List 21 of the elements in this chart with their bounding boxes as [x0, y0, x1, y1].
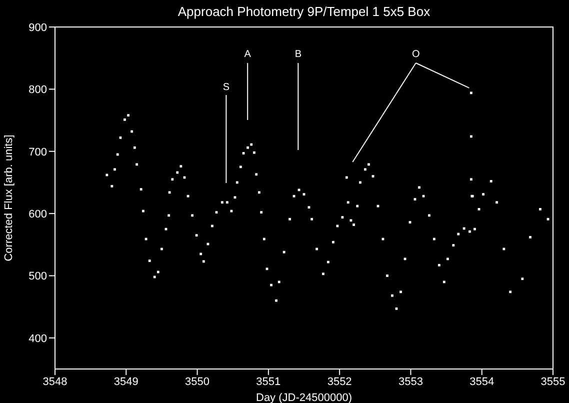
annotation: S	[222, 82, 230, 93]
y-tick-label: 900	[28, 22, 47, 34]
annotation: B	[294, 49, 302, 60]
x-tick-label: 3554	[470, 376, 494, 388]
annotation: A	[244, 49, 252, 60]
chart-title: Approach Photometry 9P/Tempel 1 5x5 Box	[176, 4, 432, 19]
x-tick-label: 3555	[540, 376, 566, 388]
y-tick-label: 400	[28, 332, 47, 345]
y-tick-label: 800	[28, 84, 47, 96]
x-tick-label: 3551	[256, 376, 281, 388]
y-tick-label: 600	[28, 208, 47, 220]
x-axis-title: Day (JD-24500000)	[256, 392, 352, 403]
y-tick-label: 700	[28, 146, 47, 158]
y-axis-title: Corrected Flux [arb. units]	[2, 134, 15, 262]
y-tick-label: 500	[28, 270, 47, 283]
x-tick-label: 3549	[114, 376, 138, 388]
x-tick-label: 3552	[327, 376, 352, 388]
x-tick-label: 3548	[42, 376, 68, 388]
annotation: O	[412, 49, 420, 60]
x-tick-label: 3553	[398, 376, 423, 388]
x-tick-label: 3550	[185, 376, 210, 388]
